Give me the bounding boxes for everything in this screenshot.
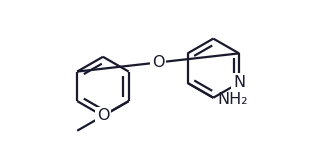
Text: O: O: [97, 108, 109, 123]
Text: N: N: [233, 75, 245, 90]
Text: O: O: [152, 55, 164, 70]
Text: NH₂: NH₂: [217, 92, 248, 107]
